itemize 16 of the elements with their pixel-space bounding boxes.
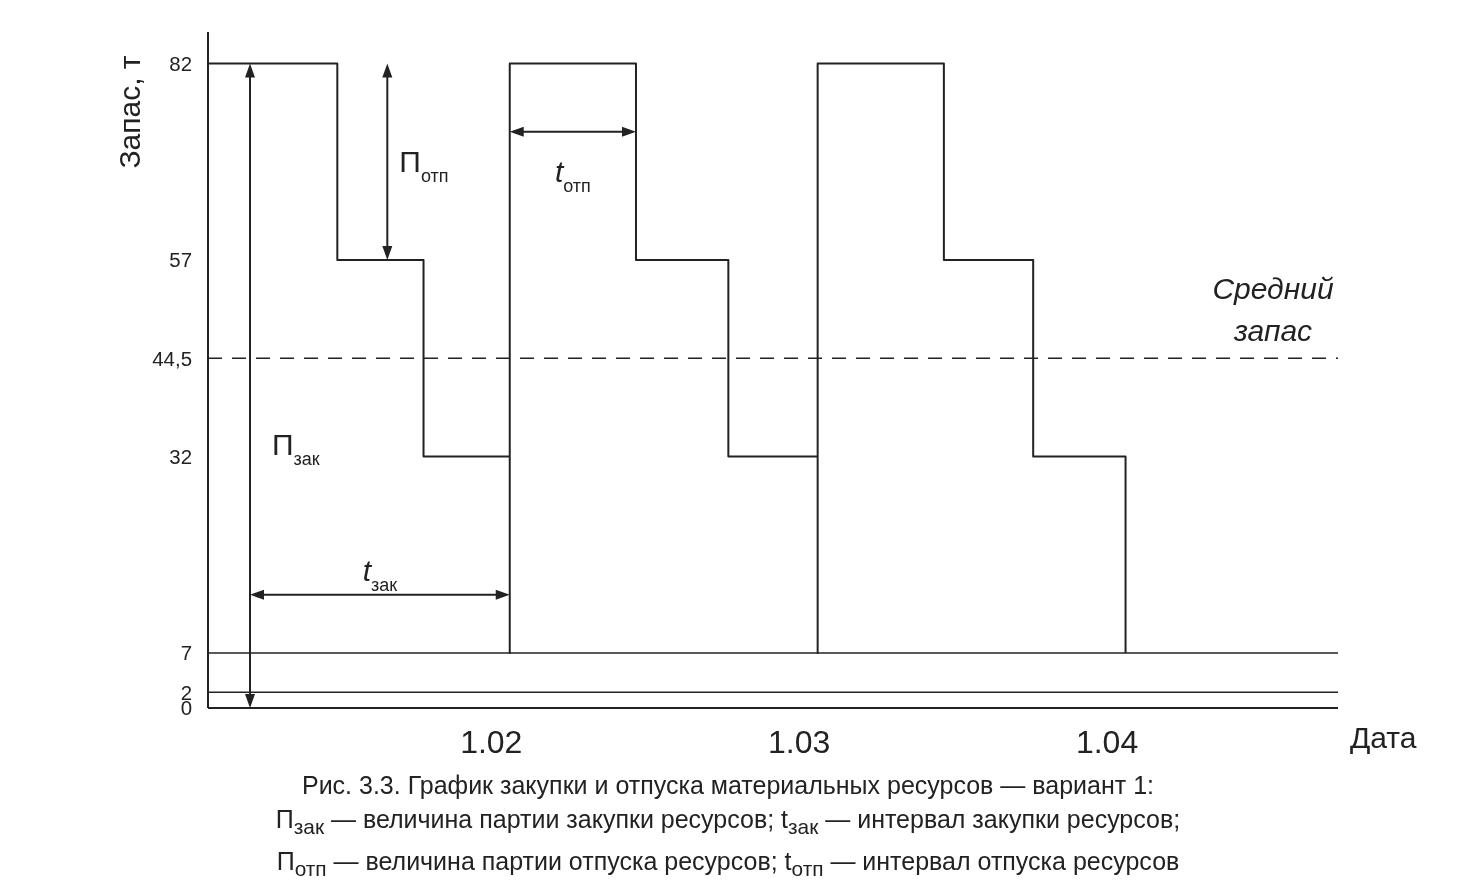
annotation: П$_{отп}$ [399,144,449,186]
y-axis-title: Запас, т [113,55,146,169]
ref-line-label: Средний запас [1211,271,1335,350]
y-tick-label: 82 [169,52,192,75]
annotation: П$_{зак}$ [272,427,320,469]
x-tick-label: 1.03 [768,723,831,760]
y-tick-label: 57 [169,249,192,272]
y-tick-label: 44,5 [152,347,192,370]
x-tick-label: 1.02 [460,723,523,760]
text: Рис. 3.3. График закупки и отпуска материальных ресурсов — вариант 1: П$_{зак}$ — величина партии закупки ресурсов; t$_{зак}$ — интервал закупки ресурсов; П$_{отп}$ — величина партии отпуска ресурсов; t$_{отп}$ — интервал отпуска ресурсов [275,771,1181,880]
y-tick-label: 7 [180,642,192,665]
y-tick-label: 32 [169,445,192,468]
x-tick-label: 1.04 [1075,723,1139,760]
annotation: t$_{отп}$ [554,154,591,196]
x-axis-title: Дата [1350,721,1417,754]
annotation: t$_{зак}$ [362,553,398,595]
